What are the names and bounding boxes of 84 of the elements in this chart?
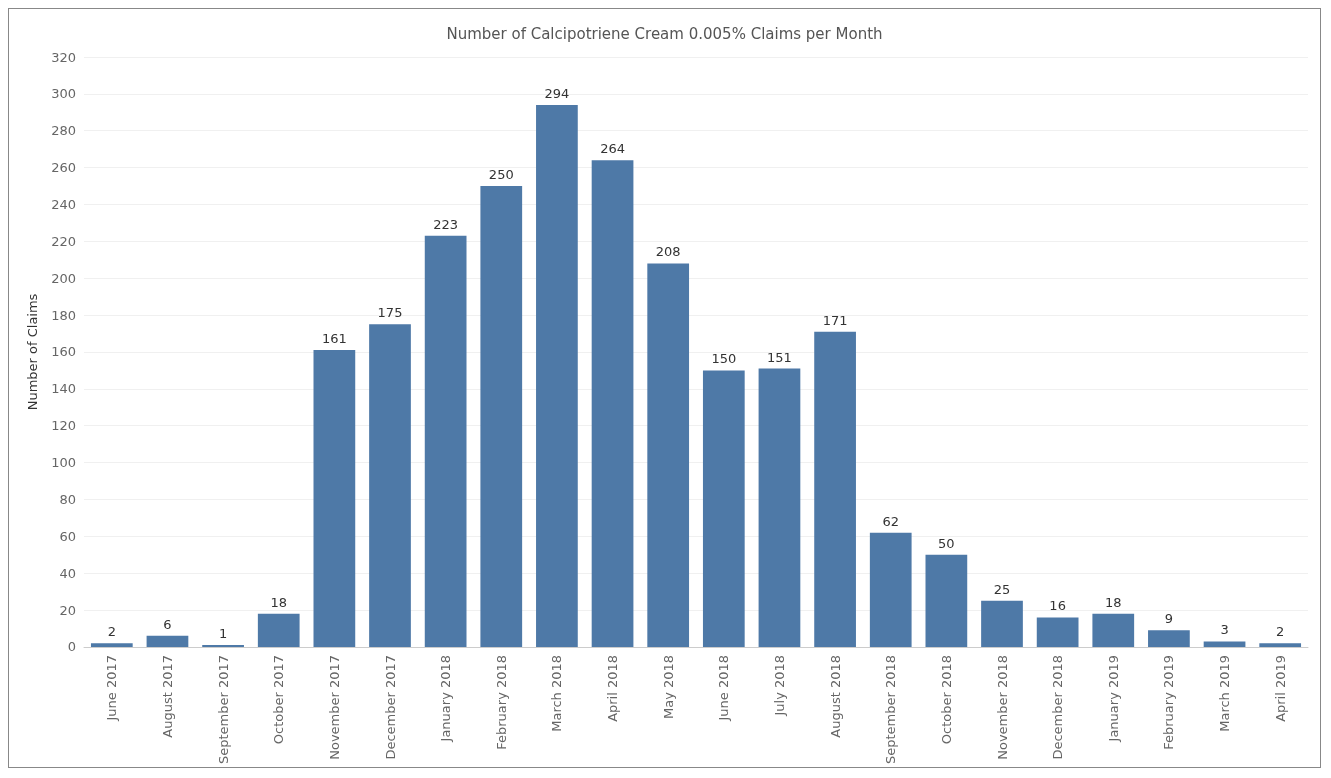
bar bbox=[647, 263, 690, 647]
bar bbox=[591, 160, 634, 647]
data-label: 2 bbox=[107, 624, 116, 640]
x-tick-label: December 2018 bbox=[1050, 654, 1066, 760]
data-label: 223 bbox=[433, 216, 459, 232]
x-tick-label: June 2018 bbox=[716, 654, 732, 722]
y-tick-label: 320 bbox=[51, 49, 76, 65]
y-tick-label: 0 bbox=[67, 639, 76, 655]
bar bbox=[869, 532, 912, 647]
data-label: 161 bbox=[321, 331, 347, 347]
bar bbox=[758, 368, 801, 647]
data-label: 294 bbox=[544, 85, 570, 101]
y-tick-label: 280 bbox=[51, 123, 76, 139]
x-tick-label: February 2018 bbox=[493, 654, 509, 750]
data-label: 150 bbox=[711, 351, 737, 367]
y-tick-label: 60 bbox=[59, 528, 76, 544]
data-label: 264 bbox=[600, 141, 625, 157]
y-tick-label: 260 bbox=[51, 160, 76, 176]
bar bbox=[981, 600, 1023, 647]
x-tick-label: March 2019 bbox=[1217, 654, 1233, 732]
x-tick-label: March 2018 bbox=[549, 654, 565, 732]
bar bbox=[702, 370, 745, 647]
data-label: 3 bbox=[1220, 622, 1229, 638]
bar bbox=[925, 554, 968, 647]
bar bbox=[480, 186, 523, 647]
y-tick-label: 80 bbox=[59, 491, 76, 507]
y-tick-label: 180 bbox=[51, 307, 76, 323]
data-label: 151 bbox=[767, 349, 792, 365]
data-label: 18 bbox=[270, 594, 287, 610]
bar bbox=[814, 331, 856, 647]
bar bbox=[90, 643, 133, 647]
data-label: 18 bbox=[1105, 594, 1122, 610]
bar bbox=[1036, 617, 1079, 647]
data-label: 2 bbox=[1276, 624, 1285, 640]
x-tick-label: July 2018 bbox=[771, 654, 787, 717]
bar bbox=[369, 324, 411, 647]
x-tick-label: May 2018 bbox=[660, 654, 676, 720]
bar bbox=[1148, 630, 1190, 647]
y-tick-label: 220 bbox=[51, 233, 76, 249]
data-label: 1 bbox=[218, 626, 228, 642]
y-tick-label: 240 bbox=[51, 196, 76, 212]
y-tick-label: 100 bbox=[51, 455, 76, 471]
bar bbox=[536, 104, 578, 647]
y-tick-label: 200 bbox=[51, 270, 76, 286]
x-tick-label: April 2018 bbox=[605, 654, 621, 722]
bar bbox=[146, 635, 189, 647]
chart-title: Number of Calcipotriene Cream 0.005% Claims per Month bbox=[446, 24, 883, 43]
x-tick-label: June 2017 bbox=[104, 654, 120, 722]
y-tick-label: 140 bbox=[51, 381, 76, 397]
x-tick-label: October 2018 bbox=[938, 654, 954, 745]
x-tick-label: November 2018 bbox=[994, 654, 1010, 760]
x-tick-label: April 2019 bbox=[1272, 654, 1288, 722]
x-tick-label: September 2018 bbox=[883, 654, 899, 765]
y-tick-label: 20 bbox=[59, 602, 76, 618]
data-label: 171 bbox=[822, 312, 848, 328]
x-tick-label: November 2017 bbox=[326, 654, 342, 760]
y-axis-title: Number of Claims bbox=[25, 293, 40, 411]
x-tick-label: January 2019 bbox=[1105, 654, 1121, 743]
y-tick-label: 300 bbox=[51, 86, 76, 102]
x-tick-label: December 2017 bbox=[382, 654, 398, 760]
data-label: 6 bbox=[163, 616, 172, 632]
x-tick-label: August 2018 bbox=[827, 654, 843, 738]
x-tick-label: August 2017 bbox=[159, 654, 175, 738]
bar bbox=[1092, 613, 1135, 647]
bar bbox=[313, 350, 356, 647]
data-label: 50 bbox=[938, 535, 955, 551]
bar bbox=[1203, 641, 1246, 647]
bar bbox=[424, 235, 467, 647]
data-label: 62 bbox=[882, 513, 899, 529]
data-label: 9 bbox=[1164, 611, 1174, 627]
data-label: 25 bbox=[993, 581, 1011, 597]
x-tick-label: January 2018 bbox=[438, 654, 454, 743]
x-tick-label: February 2019 bbox=[1161, 654, 1177, 750]
y-tick-label: 120 bbox=[51, 418, 76, 434]
data-label: 175 bbox=[377, 305, 403, 321]
bar bbox=[1259, 643, 1302, 647]
data-label: 250 bbox=[488, 167, 514, 183]
x-tick-label: October 2017 bbox=[271, 654, 287, 745]
data-label: 16 bbox=[1049, 598, 1066, 614]
data-label: 208 bbox=[655, 244, 681, 260]
x-tick-label: September 2017 bbox=[215, 654, 231, 765]
bar bbox=[257, 613, 300, 647]
y-tick-label: 40 bbox=[59, 565, 76, 581]
y-tick-label: 160 bbox=[51, 344, 76, 360]
